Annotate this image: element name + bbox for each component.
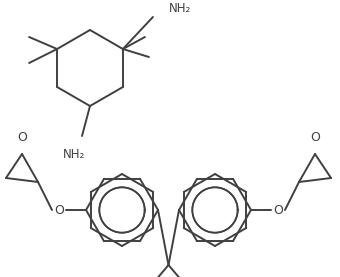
Text: O: O <box>54 204 64 217</box>
Text: O: O <box>273 204 283 217</box>
Text: NH₂: NH₂ <box>63 148 85 161</box>
Text: O: O <box>310 131 320 144</box>
Text: O: O <box>17 131 27 144</box>
Text: NH₂: NH₂ <box>169 2 191 16</box>
